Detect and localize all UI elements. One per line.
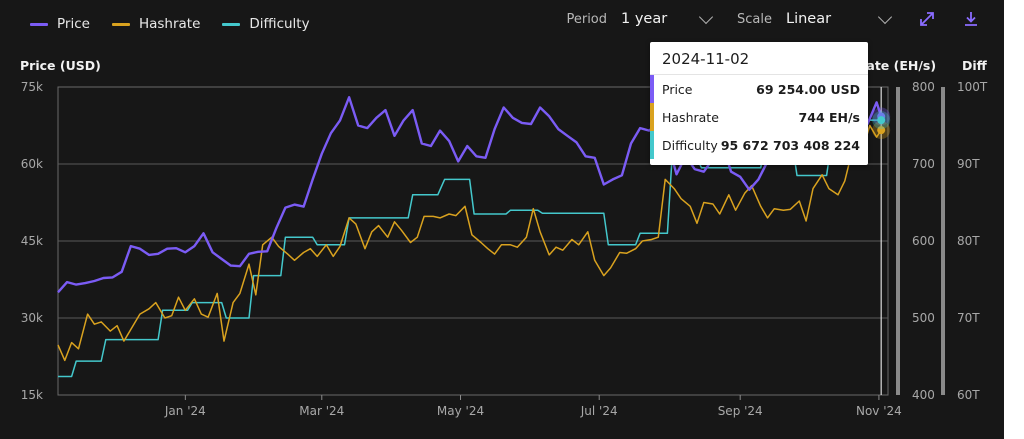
tooltip-series-name: Difficulty bbox=[662, 137, 718, 153]
left-axis-title: Price (USD) bbox=[20, 58, 101, 73]
price-tick-label: 15k bbox=[21, 388, 43, 402]
tooltip-date: 2024-11-02 bbox=[650, 42, 868, 75]
tooltip-swatch bbox=[650, 131, 654, 159]
hashrate-tick-label: 800 bbox=[912, 80, 935, 94]
expand-icon bbox=[920, 12, 934, 26]
difficulty-tick-label: 80T bbox=[957, 234, 980, 248]
tooltip-row-hashrate: Hashrate 744 EH/s bbox=[650, 103, 868, 131]
legend-label: Difficulty bbox=[249, 16, 310, 32]
difficulty-tick-label: 100T bbox=[957, 80, 988, 94]
tooltip-swatch bbox=[650, 75, 654, 103]
hashrate-tick-label: 700 bbox=[912, 157, 935, 171]
scale-label: Scale bbox=[737, 11, 772, 27]
legend-item-price[interactable]: Price bbox=[30, 16, 90, 32]
tooltip-series-value: 95 672 703 408 224 bbox=[720, 137, 860, 153]
download-icon bbox=[965, 12, 977, 26]
price-tick-label: 75k bbox=[21, 80, 43, 94]
legend-swatch-price bbox=[30, 22, 48, 26]
legend-item-hashrate[interactable]: Hashrate bbox=[111, 16, 201, 32]
scale-value: Linear bbox=[786, 11, 832, 27]
hashrate-tick-label: 600 bbox=[912, 234, 935, 248]
series-line-price bbox=[57, 96, 883, 294]
hashrate-tick-label: 400 bbox=[912, 388, 935, 402]
x-tick-label: May '24 bbox=[437, 404, 484, 418]
price-tick-label: 45k bbox=[21, 234, 43, 248]
tooltip-swatch bbox=[650, 103, 654, 131]
difficulty-axis-title: Diff bbox=[962, 58, 987, 73]
difficulty-axis-bar bbox=[941, 87, 945, 395]
price-tick-label: 30k bbox=[21, 311, 43, 325]
x-tick-label: Mar '24 bbox=[299, 404, 344, 418]
highlight-point-difficulty bbox=[877, 116, 886, 125]
tooltip-series-value: 69 254.00 USD bbox=[756, 81, 860, 97]
legend-label: Hashrate bbox=[138, 16, 201, 32]
x-tick-label: Sep '24 bbox=[718, 404, 763, 418]
legend-swatch-hashrate bbox=[111, 22, 130, 26]
difficulty-tick-label: 60T bbox=[957, 388, 980, 402]
highlight-point-hashrate bbox=[877, 126, 886, 135]
period-select[interactable]: 1 year bbox=[621, 9, 714, 27]
tooltip-row-price: Price 69 254.00 USD bbox=[650, 75, 868, 103]
legend: Price Hashrate Difficulty bbox=[30, 10, 310, 38]
x-tick-label: Nov '24 bbox=[856, 404, 902, 418]
tooltip-row-difficulty: Difficulty 95 672 703 408 224 bbox=[650, 131, 868, 159]
period-value: 1 year bbox=[621, 11, 668, 27]
difficulty-tick-label: 70T bbox=[957, 311, 980, 325]
difficulty-tick-label: 90T bbox=[957, 157, 980, 171]
legend-swatch-difficulty bbox=[222, 22, 241, 26]
hashrate-axis-bar bbox=[896, 87, 900, 395]
scale-select[interactable]: Linear bbox=[786, 9, 893, 27]
legend-item-difficulty[interactable]: Difficulty bbox=[222, 16, 310, 32]
tooltip: 2024-11-02 Price 69 254.00 USD Hashrate … bbox=[650, 42, 868, 165]
hashrate-tick-label: 500 bbox=[912, 311, 935, 325]
x-tick-label: Jul '24 bbox=[580, 404, 618, 418]
price-tick-label: 60k bbox=[21, 157, 43, 171]
tooltip-series-name: Price bbox=[662, 81, 693, 97]
chart-controls: Period 1 year Scale Linear bbox=[566, 0, 1004, 38]
series-line-hashrate bbox=[57, 124, 882, 362]
tooltip-series-value: 744 EH/s bbox=[798, 109, 860, 125]
series-line-difficulty bbox=[58, 119, 882, 378]
expand-button[interactable] bbox=[916, 8, 938, 30]
period-label: Period bbox=[566, 11, 608, 27]
legend-label: Price bbox=[57, 16, 90, 32]
x-tick-label: Jan '24 bbox=[164, 404, 206, 418]
download-button[interactable] bbox=[960, 8, 982, 30]
tooltip-series-name: Hashrate bbox=[662, 109, 719, 125]
